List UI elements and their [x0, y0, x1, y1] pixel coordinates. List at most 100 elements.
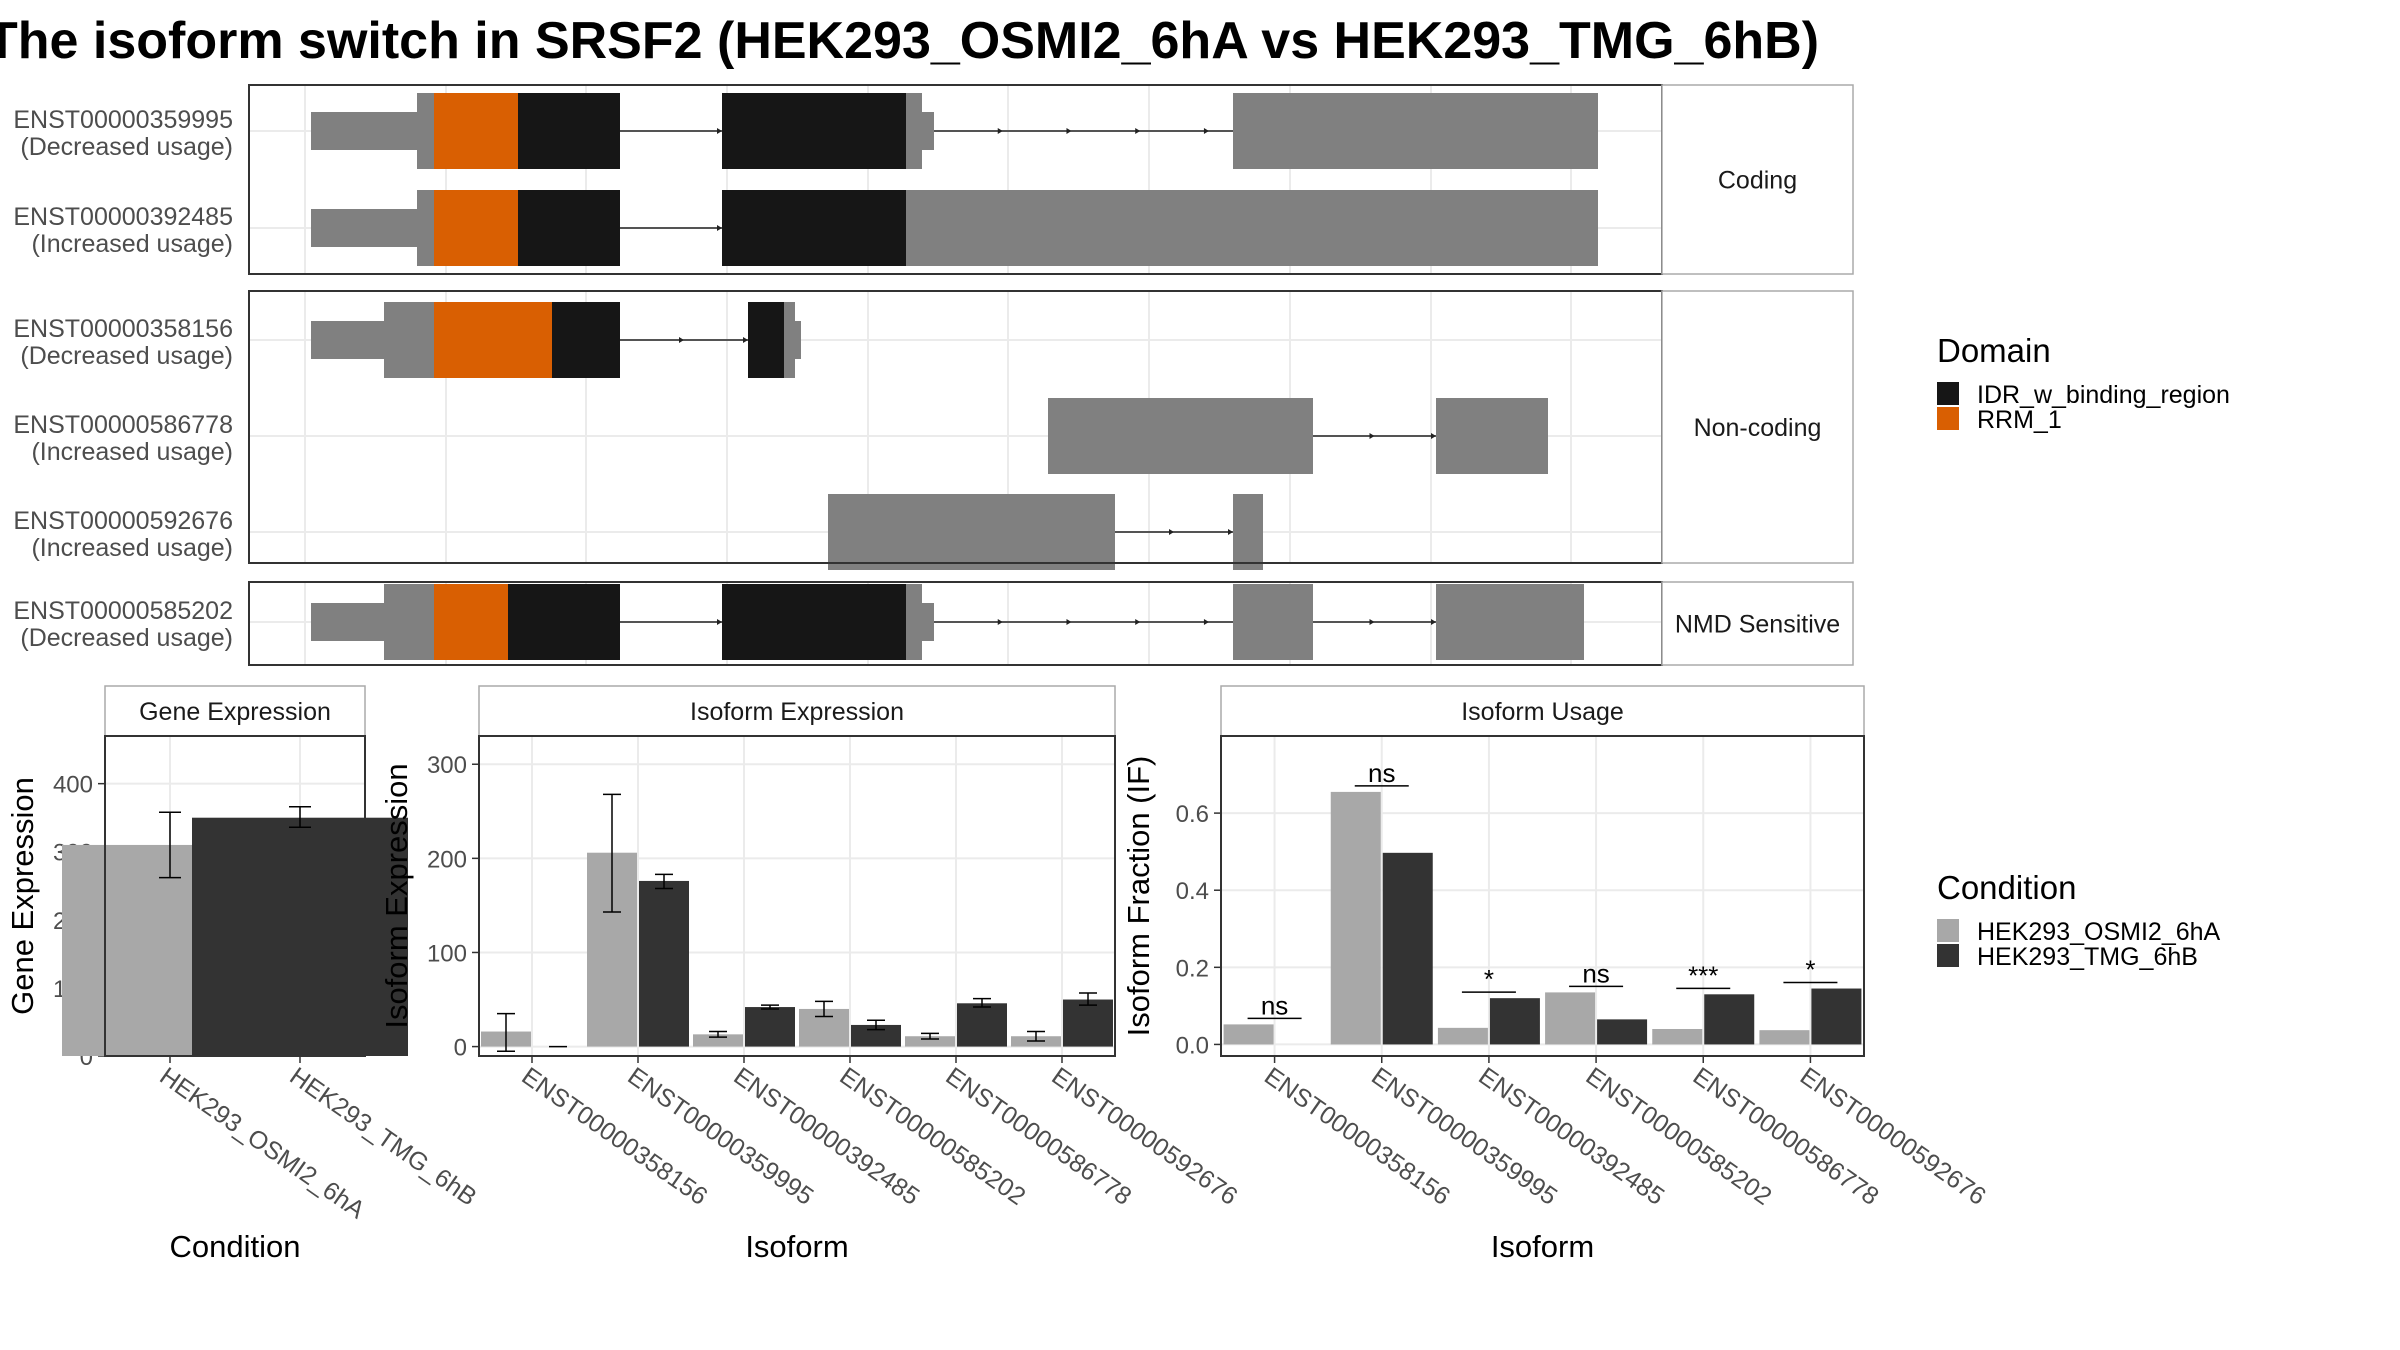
isoform-id-label: ENST00000359995: [13, 106, 233, 134]
rrm-domain-block: [434, 302, 552, 378]
bar-HEK293_TMG_6hB-ENST00000592676: [1063, 999, 1113, 1047]
error-bar: [867, 1019, 885, 1031]
legend-title: Condition: [1937, 869, 2076, 906]
significance-label: ns: [1261, 990, 1288, 1020]
bar-HEK293_OSMI2_6hA-ENST00000592676: [1759, 1030, 1810, 1045]
idr-domain-block: [722, 190, 906, 266]
legend-label: HEK293_OSMI2_6hA: [1977, 918, 2221, 946]
intron-arrow: [717, 619, 722, 625]
error-bar: [761, 1004, 779, 1010]
x-tick-label: ENST00000585202: [835, 1062, 1031, 1211]
transcript-ENST00000592676: [828, 494, 1263, 570]
isoform-id-label: ENST00000358156: [13, 315, 233, 343]
y-tick-label: 100: [427, 940, 467, 967]
error-bar: [709, 1030, 727, 1038]
facet-non-coding: Non-coding: [248, 290, 1854, 570]
significance-label: ns: [1582, 958, 1609, 988]
significance-label: ns: [1368, 758, 1395, 788]
y-tick-label: 0.0: [1176, 1032, 1209, 1059]
exon-block: [1436, 584, 1584, 660]
bar-HEK293_OSMI2_6hA-ENST00000359995: [1330, 791, 1381, 1045]
intron-arrow: [1431, 433, 1436, 439]
plot-border: [104, 735, 366, 1057]
transcript-ENST00000359995: [311, 93, 1598, 169]
legend-swatch: [1937, 919, 1959, 942]
exon-block: [1233, 584, 1313, 660]
error-bar: [655, 873, 673, 890]
x-tick-label: ENST00000359995: [623, 1062, 819, 1211]
transcript-ENST00000585202: [311, 584, 1584, 660]
exon-block: [1436, 398, 1548, 474]
facet-strip-label: Non-coding: [1694, 414, 1822, 442]
x-tick-label: ENST00000358156: [1259, 1062, 1455, 1211]
idr-domain-block: [552, 302, 620, 378]
rrm-domain-block: [434, 584, 508, 660]
intron-arrow: [1135, 128, 1141, 134]
isoform-usage-label: (Decreased usage): [20, 133, 233, 161]
y-axis-title: Isoform Expression: [379, 763, 414, 1028]
exon-block: [384, 302, 434, 378]
x-tick-label: ENST00000586778: [1688, 1062, 1884, 1211]
error-bar: [159, 811, 181, 879]
plot-border: [478, 735, 1116, 1057]
chart-isoform-expression: Isoform Expression 0 100 200 300 ENST00000358…: [379, 685, 1243, 1264]
isoform-id-label: ENST00000586778: [13, 411, 233, 439]
error-bar: [1079, 992, 1097, 1006]
exon-block: [417, 93, 434, 169]
y-tick-label: 0: [454, 1035, 467, 1062]
x-tick-label: ENST00000359995: [1366, 1062, 1562, 1211]
idr-domain-block: [518, 93, 620, 169]
isoform-usage-label: (Increased usage): [31, 230, 233, 258]
idr-domain-block: [722, 93, 906, 169]
bar-HEK293_TMG_6hB-ENST00000586778: [957, 1003, 1007, 1047]
legend-title: Domain: [1937, 332, 2051, 369]
exon-block: [784, 302, 795, 378]
bar-HEK293_OSMI2_6hA-ENST00000358156: [1223, 1024, 1274, 1045]
exon-block: [311, 321, 384, 359]
exon-block: [906, 93, 922, 169]
exon-block: [906, 584, 922, 660]
plot-background: [1221, 736, 1864, 1056]
chart-strip: [104, 685, 366, 737]
y-tick-label: 300: [427, 752, 467, 779]
legend-label: HEK293_TMG_6hB: [1977, 943, 2198, 971]
chart-strip-title: Gene Expression: [139, 698, 331, 726]
idr-domain-block: [722, 584, 906, 660]
facet-coding: Coding: [248, 84, 1854, 275]
y-tick-label: 0.4: [1176, 878, 1209, 905]
intron-arrow: [1066, 128, 1072, 134]
bar-HEK293_OSMI2_6hA-ENST00000585202: [1545, 992, 1596, 1045]
intron-arrow: [997, 128, 1003, 134]
error-bar: [497, 1012, 515, 1053]
bar-HEK293_TMG_6hB-ENST00000585202: [1597, 1019, 1648, 1045]
significance-label: *: [1805, 955, 1815, 985]
exon-block: [922, 112, 934, 150]
bar-HEK293_OSMI2_6hA-ENST00000586778: [1652, 1029, 1703, 1045]
intron-arrow: [1369, 619, 1375, 625]
rrm-domain-block: [434, 190, 518, 266]
x-tick-label: ENST00000585202: [1581, 1062, 1777, 1211]
facet-strip-label: Coding: [1718, 167, 1797, 195]
error-bar: [1027, 1030, 1045, 1042]
isoform-usage-label: (Decreased usage): [20, 342, 233, 370]
bar-HEK293_TMG_6hB: [192, 817, 408, 1056]
error-bar: [815, 1000, 833, 1018]
legend-swatch: [1937, 944, 1959, 967]
x-tick-label: ENST00000592676: [1047, 1062, 1243, 1211]
isoform-usage-label: (Decreased usage): [20, 624, 233, 652]
intron-arrow: [743, 337, 748, 343]
y-tick-label: 0.6: [1176, 801, 1209, 828]
intron-arrow: [717, 128, 722, 134]
intron-arrow: [1228, 529, 1233, 535]
isoform-id-label: ENST00000585202: [13, 597, 233, 625]
error-bar: [603, 793, 621, 913]
legend-label: RRM_1: [1977, 406, 2062, 434]
exon-block: [311, 112, 417, 150]
x-axis-title: Condition: [170, 1229, 301, 1264]
x-tick-label: ENST00000592676: [1795, 1062, 1991, 1211]
isoform-id-label: ENST00000392485: [13, 203, 233, 231]
